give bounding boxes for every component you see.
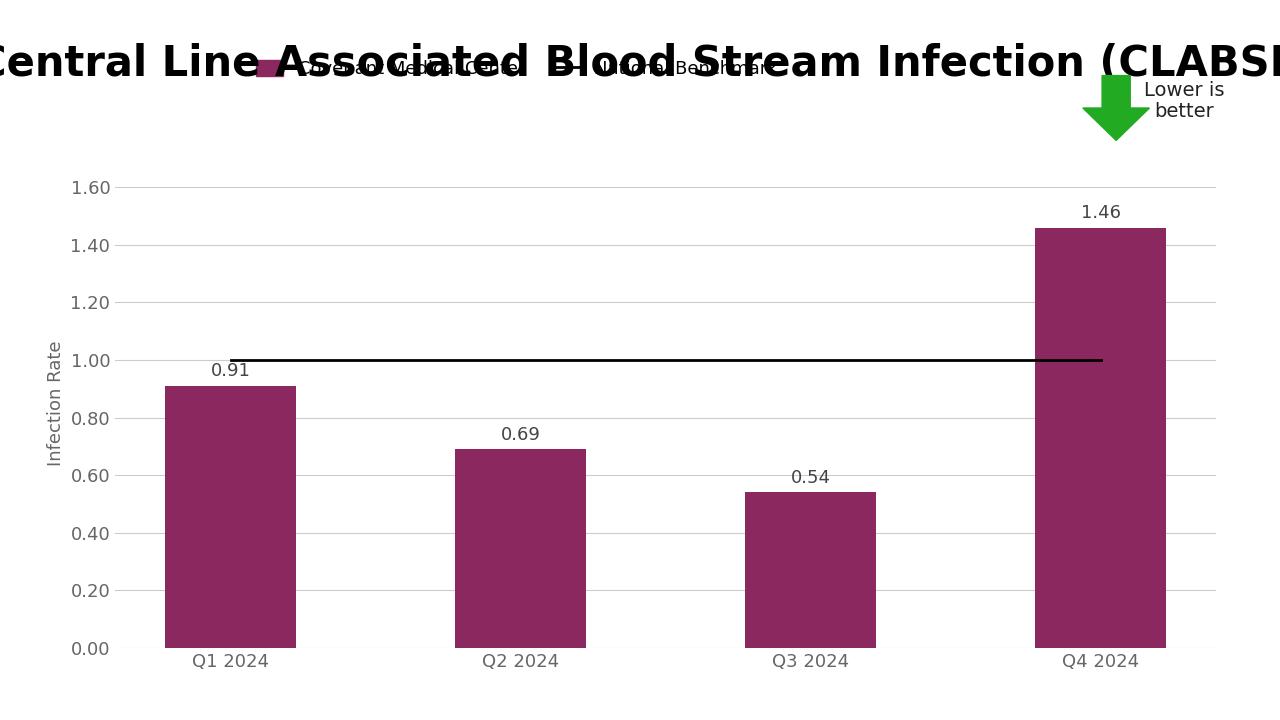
Text: better: better [1155,102,1213,121]
Text: Central Line Associated Blood Stream Infection (CLABSI): Central Line Associated Blood Stream Inf… [0,43,1280,85]
Text: 1.46: 1.46 [1080,204,1121,222]
Bar [745,492,876,648]
Y-axis label: Infection Rate: Infection Rate [47,341,65,466]
Text: 0.91: 0.91 [211,362,251,380]
Legend: Covenant Medical Center, National Benchmark: Covenant Medical Center, National Benchm… [256,60,777,78]
Bar [456,449,586,648]
Text: Lower is: Lower is [1144,81,1224,99]
Text: 0.54: 0.54 [791,469,831,487]
Bar [1036,228,1166,648]
Text: 0.69: 0.69 [500,426,540,444]
Bar [165,386,296,648]
